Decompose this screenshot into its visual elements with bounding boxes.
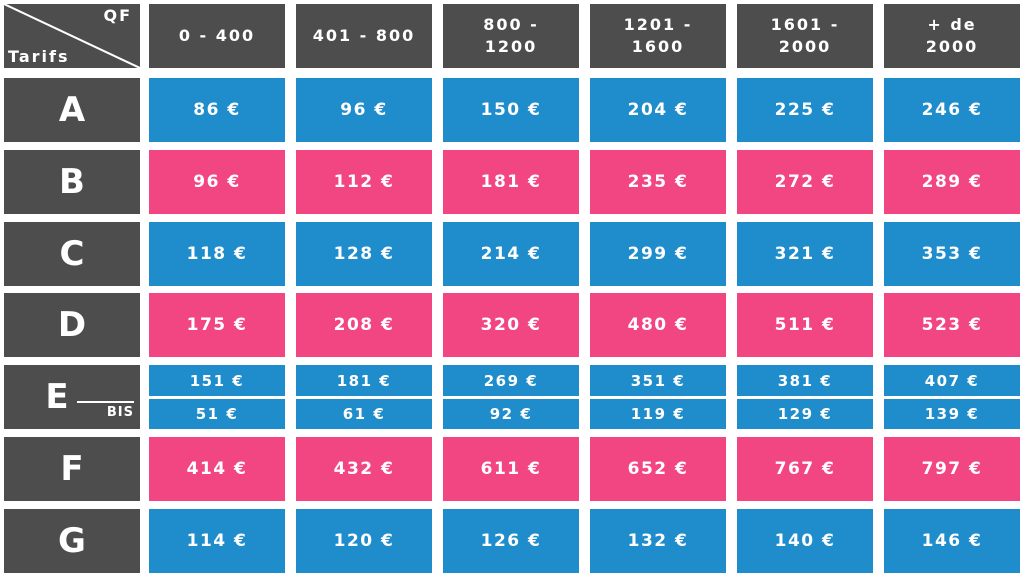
price-cell: 272 € bbox=[737, 149, 873, 214]
bis-price-cell: 129 € bbox=[737, 399, 873, 430]
price-cell: 235 € bbox=[590, 149, 726, 214]
price-cell: 128 € bbox=[296, 221, 432, 286]
diagonal-line bbox=[4, 4, 140, 68]
row-letter: F bbox=[60, 449, 84, 489]
price-cell: 480 € bbox=[590, 293, 726, 358]
row-letter: D bbox=[57, 305, 87, 346]
bis-price-cell: 92 € bbox=[443, 399, 579, 430]
price-cell: 523 € bbox=[884, 293, 1020, 358]
price-cell: 208 € bbox=[296, 293, 432, 358]
price-cell: 432 € bbox=[296, 437, 432, 501]
price-cell: 225 € bbox=[737, 78, 873, 142]
price-cell: 797 € bbox=[884, 437, 1020, 501]
price-cell: 181 € bbox=[443, 149, 579, 214]
price-cell: 175 € bbox=[149, 293, 285, 358]
price-cell: 414 € bbox=[149, 437, 285, 501]
price-cell: 150 € bbox=[443, 78, 579, 142]
price-cell: 407 € bbox=[884, 365, 1020, 397]
row-label: B bbox=[4, 149, 140, 214]
bis-label: BIS bbox=[76, 401, 134, 420]
corner-bottom-label: Tarifs bbox=[8, 47, 70, 66]
price-cell: 112 € bbox=[296, 149, 432, 214]
price-cell: 381 € bbox=[737, 365, 873, 397]
column-header: 1601 - 2000 bbox=[737, 4, 873, 68]
price-cell: 289 € bbox=[884, 149, 1020, 214]
row-label: G bbox=[4, 508, 140, 573]
price-cell: 320 € bbox=[443, 293, 579, 358]
price-cell: 146 € bbox=[884, 508, 1020, 573]
price-cell: 214 € bbox=[443, 221, 579, 286]
price-cell: 126 € bbox=[443, 508, 579, 573]
row-label: A bbox=[4, 78, 140, 142]
price-cell: 299 € bbox=[590, 221, 726, 286]
price-cell: 353 € bbox=[884, 221, 1020, 286]
price-cell: 351 € bbox=[590, 365, 726, 397]
price-cell: 767 € bbox=[737, 437, 873, 501]
price-cell: 611 € bbox=[443, 437, 579, 501]
corner-top-label: QF bbox=[103, 6, 132, 25]
price-cell: 511 € bbox=[737, 293, 873, 358]
price-cell: 132 € bbox=[590, 508, 726, 573]
column-header: 0 - 400 bbox=[149, 4, 285, 68]
corner-cell: QF Tarifs bbox=[4, 4, 140, 68]
price-cell: 96 € bbox=[296, 78, 432, 142]
price-cell: 140 € bbox=[737, 508, 873, 573]
row-label: F bbox=[4, 437, 140, 501]
price-cell: 246 € bbox=[884, 78, 1020, 142]
price-cell: 321 € bbox=[737, 221, 873, 286]
column-header: 1201 - 1600 bbox=[590, 4, 726, 68]
price-cell: 269 € bbox=[443, 365, 579, 397]
price-cell: 151 € bbox=[149, 365, 285, 397]
price-cell: 114 € bbox=[149, 508, 285, 573]
row-letter: C bbox=[59, 233, 85, 274]
bis-price-cell: 61 € bbox=[296, 399, 432, 430]
row-label: E BIS bbox=[4, 365, 140, 430]
row-label: C bbox=[4, 221, 140, 286]
price-cell: 204 € bbox=[590, 78, 726, 142]
bis-price-cell: 139 € bbox=[884, 399, 1020, 430]
row-label: D bbox=[4, 293, 140, 358]
column-header: 800 - 1200 bbox=[443, 4, 579, 68]
row-letter: A bbox=[58, 90, 86, 130]
row-letter: G bbox=[58, 520, 86, 561]
price-cell: 86 € bbox=[149, 78, 285, 142]
column-header: 401 - 800 bbox=[296, 4, 432, 68]
bis-price-cell: 51 € bbox=[149, 399, 285, 430]
price-cell: 181 € bbox=[296, 365, 432, 397]
price-cell: 120 € bbox=[296, 508, 432, 573]
column-header: + de 2000 bbox=[884, 4, 1020, 68]
row-letter: E bbox=[45, 377, 69, 418]
price-cell: 652 € bbox=[590, 437, 726, 501]
price-cell: 96 € bbox=[149, 149, 285, 214]
corner-diagonal bbox=[4, 4, 140, 68]
price-cell: 118 € bbox=[149, 221, 285, 286]
row-letter: B bbox=[59, 161, 85, 202]
bis-price-cell: 119 € bbox=[590, 399, 726, 430]
